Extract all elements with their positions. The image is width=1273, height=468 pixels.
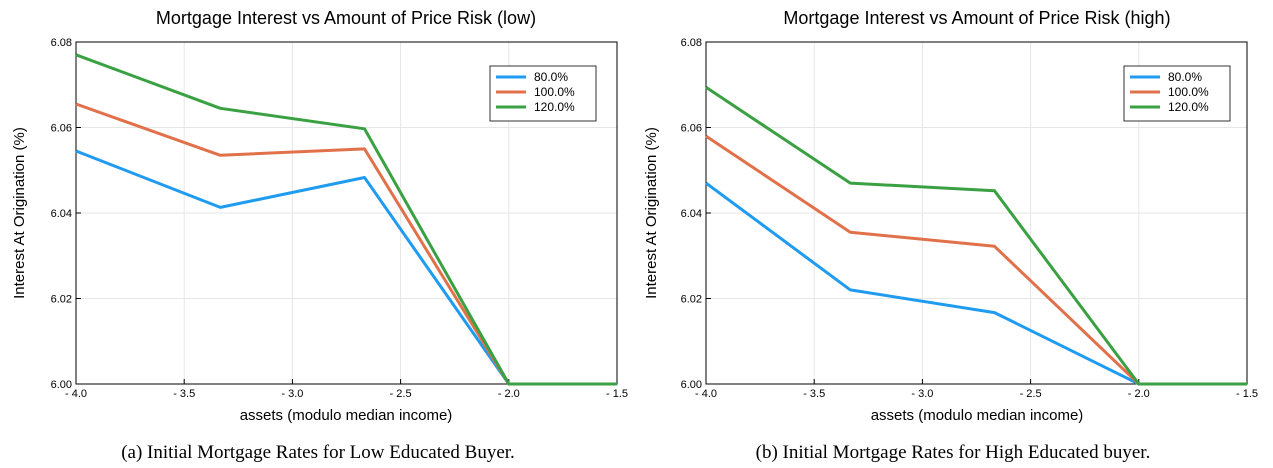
x-tick-label: - 3.5 (803, 388, 825, 400)
x-tick-label: - 2.0 (1128, 388, 1150, 400)
series-line (75, 149, 617, 386)
series-lines (705, 86, 1247, 386)
axis-ticks: - 4.0 - 3.5 - 3.0 - 2.5 - 2.0 - 1.5 6.00 6.02 6.… (51, 37, 628, 400)
legend-label: 100.0% (1168, 85, 1209, 99)
y-tick-label: 6.00 (51, 379, 72, 391)
x-tick-label: - 1.5 (606, 388, 628, 400)
chart-title: Mortgage Interest vs Amount of Price Ris… (783, 8, 1170, 28)
legend-label: 120.0% (534, 100, 575, 114)
y-tick-label: 6.04 (51, 208, 72, 220)
x-tick-label: - 3.0 (281, 388, 303, 400)
x-tick-label: - 4.0 (695, 388, 717, 400)
series-lines (75, 53, 617, 386)
series-line (705, 86, 1247, 386)
x-tick-label: - 3.0 (911, 388, 933, 400)
y-tick-label: 6.06 (681, 123, 702, 135)
legend-label: 80.0% (534, 70, 568, 84)
x-tick-label: - 4.0 (65, 388, 87, 400)
chart-panel-high: Mortgage Interest vs Amount of Price Ris… (643, 8, 1258, 463)
x-tick-label: - 2.5 (1020, 388, 1042, 400)
x-tick-label: - 3.5 (173, 388, 195, 400)
series-line (705, 134, 1247, 386)
legend: 80.0%100.0%120.0% (1123, 65, 1231, 122)
figure-caption: (a) Initial Mortgage Rates for Low Educa… (121, 442, 515, 463)
y-tick-label: 6.04 (681, 208, 702, 220)
x-axis-label: assets (modulo median income) (240, 407, 453, 424)
y-axis-label: Interest At Origination (%) (643, 127, 660, 299)
y-tick-label: 6.08 (681, 37, 702, 49)
legend-label: 80.0% (1168, 70, 1202, 84)
y-axis-label: Interest At Origination (%) (11, 127, 28, 299)
x-tick-label: - 1.5 (1236, 388, 1258, 400)
y-tick-label: 6.08 (51, 37, 72, 49)
x-tick-label: - 2.5 (390, 388, 412, 400)
y-tick-label: 6.02 (51, 294, 72, 306)
y-tick-label: 6.02 (681, 294, 702, 306)
figure-caption: (b) Initial Mortgage Rates for High Educ… (756, 442, 1151, 463)
legend-label: 100.0% (534, 85, 575, 99)
y-tick-label: 6.00 (681, 379, 702, 391)
series-line (75, 102, 617, 386)
axis-ticks: - 4.0 - 3.5 - 3.0 - 2.5 - 2.0 - 1.5 6.00 6.02 6.… (681, 37, 1258, 400)
legend: 80.0%100.0%120.0% (489, 65, 597, 122)
x-axis-label: assets (modulo median income) (871, 407, 1084, 424)
x-tick-label: - 2.0 (498, 388, 520, 400)
y-tick-label: 6.06 (51, 123, 72, 135)
chart-title: Mortgage Interest vs Amount of Price Ris… (156, 8, 536, 28)
series-line (75, 53, 617, 386)
legend-label: 120.0% (1168, 100, 1209, 114)
chart-panel-low: Mortgage Interest vs Amount of Price Ris… (11, 8, 628, 463)
